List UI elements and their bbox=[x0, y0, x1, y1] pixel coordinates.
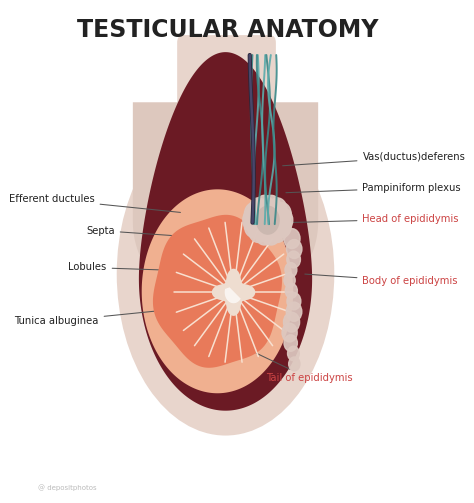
Circle shape bbox=[272, 203, 291, 226]
Text: Lobules: Lobules bbox=[68, 263, 173, 273]
Text: Septa: Septa bbox=[86, 226, 184, 236]
Circle shape bbox=[284, 335, 297, 351]
FancyBboxPatch shape bbox=[177, 35, 276, 147]
Text: Body of epididymis: Body of epididymis bbox=[305, 274, 458, 286]
Circle shape bbox=[284, 229, 300, 248]
Polygon shape bbox=[133, 102, 318, 311]
Circle shape bbox=[255, 195, 274, 219]
Circle shape bbox=[286, 302, 302, 321]
Circle shape bbox=[284, 274, 295, 287]
Circle shape bbox=[287, 239, 302, 259]
Circle shape bbox=[245, 203, 264, 226]
Circle shape bbox=[262, 221, 281, 245]
Text: Vas(ductus)deferens: Vas(ductus)deferens bbox=[283, 152, 465, 166]
Circle shape bbox=[255, 221, 274, 245]
Text: TESTICULAR ANATOMY: TESTICULAR ANATOMY bbox=[77, 18, 378, 42]
Text: Efferent ductules: Efferent ductules bbox=[9, 194, 181, 212]
Circle shape bbox=[283, 312, 300, 332]
Circle shape bbox=[248, 218, 268, 242]
Text: Pampiniform plexus: Pampiniform plexus bbox=[286, 183, 461, 193]
Circle shape bbox=[282, 323, 297, 342]
Circle shape bbox=[243, 208, 262, 232]
Circle shape bbox=[244, 214, 264, 238]
Circle shape bbox=[262, 195, 281, 219]
Text: Head of epididymis: Head of epididymis bbox=[289, 214, 459, 224]
Polygon shape bbox=[225, 287, 241, 303]
Circle shape bbox=[268, 219, 287, 242]
Circle shape bbox=[285, 263, 297, 277]
Ellipse shape bbox=[117, 112, 334, 436]
Circle shape bbox=[285, 283, 297, 298]
Circle shape bbox=[256, 206, 279, 234]
Circle shape bbox=[273, 208, 293, 232]
Polygon shape bbox=[139, 52, 312, 410]
Circle shape bbox=[268, 198, 287, 222]
Polygon shape bbox=[142, 189, 293, 393]
Circle shape bbox=[287, 293, 301, 310]
Circle shape bbox=[287, 251, 301, 268]
Text: @ depositphotos: @ depositphotos bbox=[38, 484, 97, 491]
Text: Tail of epididymis: Tail of epididymis bbox=[256, 353, 352, 383]
Text: Tunica albuginea: Tunica albuginea bbox=[14, 309, 176, 326]
Circle shape bbox=[272, 214, 291, 238]
Circle shape bbox=[288, 346, 299, 361]
Polygon shape bbox=[212, 269, 255, 316]
Polygon shape bbox=[153, 215, 282, 368]
Circle shape bbox=[289, 357, 300, 371]
Circle shape bbox=[248, 198, 268, 222]
